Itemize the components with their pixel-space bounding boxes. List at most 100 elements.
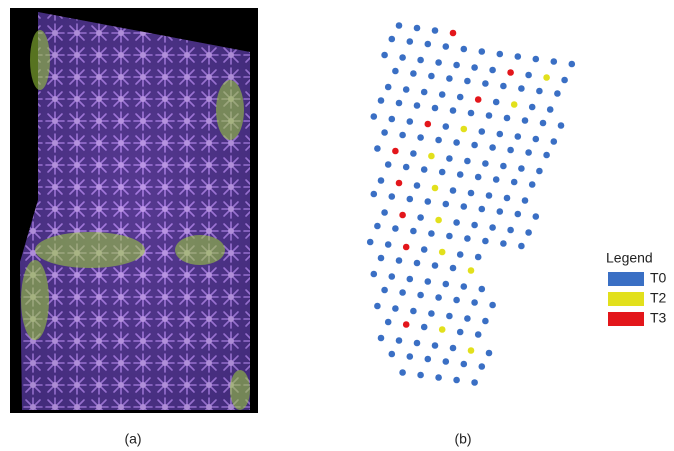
legend-title: Legend (606, 250, 653, 266)
tree-point (428, 310, 435, 317)
tree-point (389, 116, 396, 123)
tree-point (439, 249, 446, 256)
tree-point (414, 25, 421, 32)
tree-point (443, 358, 450, 365)
tree-point (500, 163, 507, 170)
tree-point (428, 153, 435, 160)
tree-point (453, 62, 460, 69)
legend-label: T0 (650, 270, 667, 286)
tree-point (385, 241, 392, 248)
tree-point (403, 321, 410, 328)
tree-point (399, 369, 406, 376)
tree-point (507, 147, 514, 154)
figure: (a) (b) Legend T0T2T3 (0, 0, 674, 451)
tree-point (450, 30, 457, 37)
tree-point (392, 305, 399, 312)
tree-point (435, 59, 442, 66)
tree-point (543, 74, 550, 81)
tree-point (446, 75, 453, 82)
panel-label: (b) (454, 431, 471, 447)
tree-point (461, 126, 468, 133)
tree-point (529, 181, 536, 188)
tree-point (446, 233, 453, 240)
tree-point (453, 139, 460, 146)
tree-point (475, 331, 482, 338)
tree-point (446, 313, 453, 320)
tree-point (515, 53, 522, 60)
tree-point (407, 353, 414, 360)
tree-point (417, 134, 424, 141)
tree-point (378, 335, 385, 342)
tree-point (443, 123, 450, 130)
tree-point (533, 136, 540, 143)
tree-point (399, 132, 406, 139)
tree-point (392, 225, 399, 232)
tree-point (443, 43, 450, 50)
tree-point (443, 201, 450, 208)
panel-label: (a) (124, 431, 141, 447)
tree-point (381, 287, 388, 294)
tree-point (396, 337, 403, 344)
tree-point (450, 107, 457, 114)
tree-point (518, 165, 525, 172)
tree-point (392, 68, 399, 75)
tree-point (421, 324, 428, 331)
tree-point (407, 118, 414, 125)
tree-point (543, 152, 550, 159)
tree-point (396, 22, 403, 29)
tree-point (446, 155, 453, 162)
tree-point (479, 286, 486, 293)
legend-swatch (608, 272, 644, 286)
tree-point (558, 122, 565, 129)
tree-point (471, 379, 478, 386)
tree-point (432, 185, 439, 192)
tree-point (378, 255, 385, 262)
tree-point (533, 213, 540, 220)
tree-point (435, 294, 442, 301)
tree-point (551, 138, 558, 145)
tree-point (479, 206, 486, 213)
legend-label: T2 (650, 290, 667, 306)
tree-point (378, 97, 385, 104)
tree-point (529, 104, 536, 111)
tree-point (475, 174, 482, 181)
tree-point (389, 273, 396, 280)
tree-point (461, 203, 468, 210)
tree-point (497, 131, 504, 138)
tree-point (533, 56, 540, 63)
tree-point (414, 260, 421, 267)
tree-point (493, 176, 500, 183)
tree-point (461, 361, 468, 368)
tree-point (482, 318, 489, 325)
tree-point (410, 70, 417, 77)
tree-point (396, 100, 403, 107)
tree-point (367, 239, 374, 246)
tree-point (417, 57, 424, 64)
tree-point (439, 91, 446, 98)
tree-point (443, 281, 450, 288)
tree-point (399, 289, 406, 296)
tree-point (471, 64, 478, 71)
tree-point (399, 54, 406, 61)
tree-point (522, 117, 529, 124)
tree-point (450, 265, 457, 272)
tree-point (381, 129, 388, 136)
tree-point (385, 161, 392, 168)
tree-point (425, 121, 432, 128)
tree-point (468, 190, 475, 197)
tree-point (392, 148, 399, 155)
tree-point (414, 102, 421, 109)
tree-point (435, 217, 442, 224)
tree-point (500, 83, 507, 90)
tree-point (403, 86, 410, 93)
tree-point (389, 193, 396, 200)
tree-point (482, 238, 489, 245)
tree-point (493, 99, 500, 106)
tree-point (450, 345, 457, 352)
tree-point (554, 90, 561, 97)
tree-point (475, 96, 482, 103)
tree-point (457, 171, 464, 178)
tree-point (421, 166, 428, 173)
tree-point (371, 191, 378, 198)
